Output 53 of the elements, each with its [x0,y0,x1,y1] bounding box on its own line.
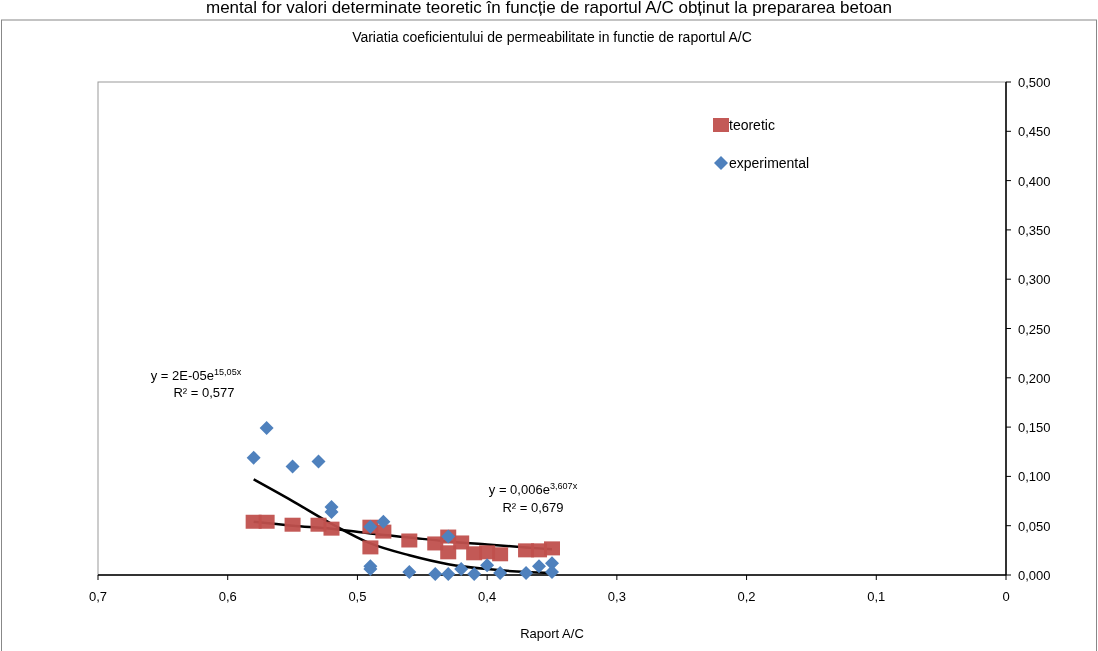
x-tick-label: 0,6 [218,589,237,604]
point [402,565,417,580]
y-tick-label: 0,500 [1018,75,1051,90]
point [428,567,443,582]
point [493,566,508,581]
annotation: R² = 0,679 [502,500,564,515]
x-axis-title: Raport A/C [520,626,584,641]
point [545,565,559,580]
y-tick-label: 0,350 [1018,222,1051,238]
point [375,524,392,539]
y-tick-label: 0,450 [1018,124,1051,140]
x-tick-label: 0,2 [737,589,756,604]
x-tick-label: 0,1 [867,589,886,604]
point [467,567,482,582]
y-tick-label: 0,400 [1018,173,1051,189]
point [376,514,391,529]
y-tick-label: 0,300 [1018,272,1051,288]
legend-label: experimental [729,155,810,171]
point [492,547,509,562]
x-tick-label: 0,4 [478,589,497,604]
chart-title: Variatia coeficientului de permeabilitate in functie de raportul A/C [352,29,752,45]
annotation: y = 2E-05e$^{15,05x}$ [150,367,242,383]
point [258,514,275,529]
text: mental for valori determinate teoretic în funcție de raportul A/C obținut la prepararea betoan [205,0,893,17]
point [401,533,418,548]
y-tick-label: 0,250 [1018,321,1051,337]
y-tick-label: 0,000 [1018,568,1051,583]
point [440,545,457,560]
point [311,454,326,469]
point [519,566,534,581]
legend-label: teoretic [729,117,775,133]
y-tick-label: 0,100 [1018,469,1051,485]
y-tick-label: 0,150 [1018,420,1051,436]
point [284,517,301,532]
point [285,459,300,474]
annotation: R² = 0,577 [173,385,235,400]
y-tick-label: 0,200 [1018,370,1051,386]
point [453,535,470,550]
point [532,559,547,574]
x-tick-label: 0,5 [348,589,367,604]
annotation: y = 0,006e$^{3,607x}$ [488,481,578,497]
y-tick-label: 0,050 [1018,518,1051,534]
x-tick-label: 0,7 [88,589,108,604]
point [454,562,469,577]
point [441,567,456,582]
point [323,521,340,536]
point [259,421,274,436]
point [246,450,261,465]
point [480,558,495,573]
x-tick-label: 0,3 [607,589,626,604]
point [362,540,379,555]
x-tick-label: 0 [1002,589,1010,604]
point [544,541,560,556]
